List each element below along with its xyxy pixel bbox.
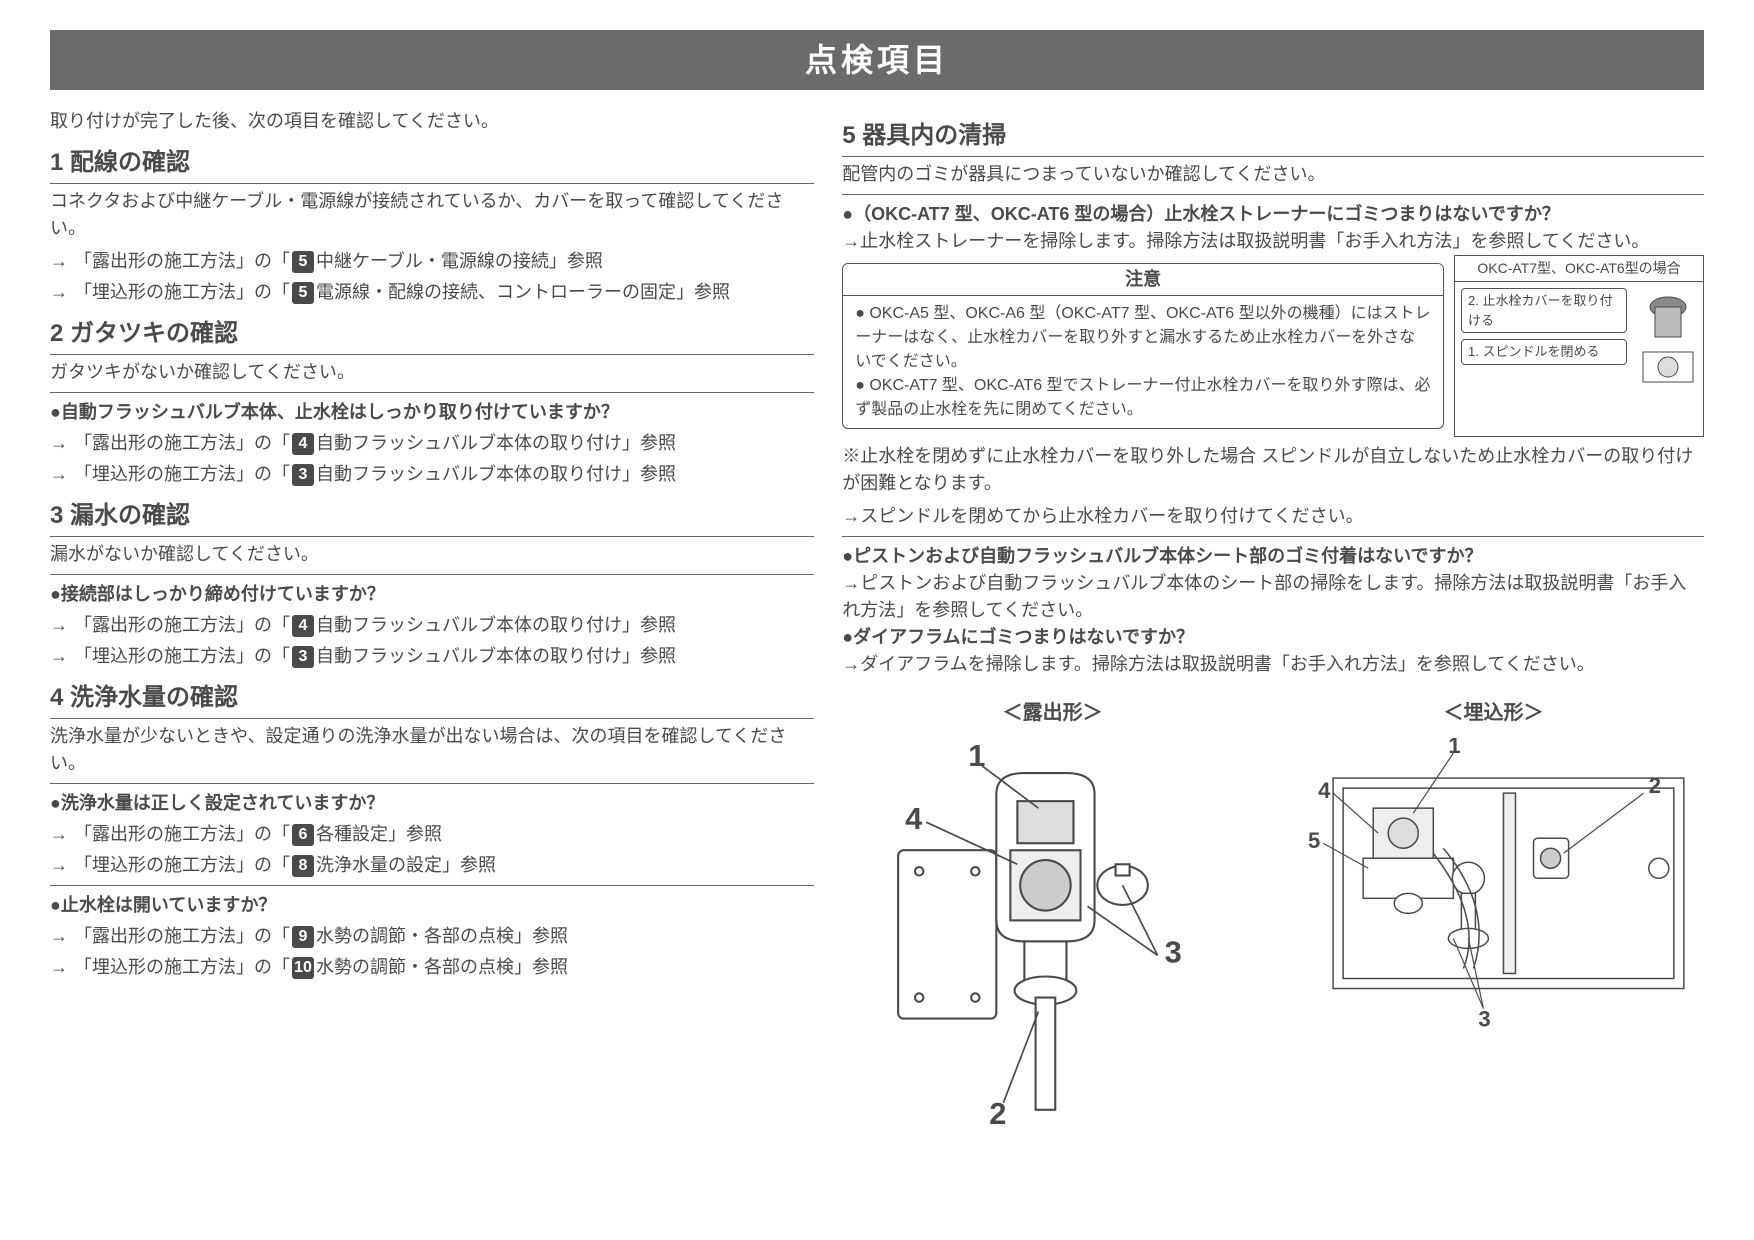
section-4-subtitle: 洗浄水量が少ないときや、設定通りの洗浄水量が出ない場合は、次の項目を確認してくだ… bbox=[50, 723, 814, 777]
diagram-label: 3 bbox=[1479, 1007, 1491, 1029]
section-4-question-1: ●洗浄水量は正しく設定されていますか？ bbox=[50, 790, 814, 817]
diagram-label: 5 bbox=[1308, 828, 1320, 853]
section-1-subtitle: コネクタおよび中継ケーブル・電源線が接続されているか、カバーを取って確認してくだ… bbox=[50, 188, 814, 242]
ref-text: 「露出形の施工方法」の「4自動フラッシュバルブ本体の取り付け」参照 bbox=[74, 430, 814, 457]
caution-box: 注意 ● OKC-A5 型、OKC-A6 型（OKC-AT7 型、OKC-AT6… bbox=[842, 263, 1444, 429]
ref-item: → 「埋込形の施工方法」の「10水勢の調節・各部の点検」参照 bbox=[50, 954, 814, 981]
ref-item: → 「埋込形の施工方法」の「3自動フラッシュバルブ本体の取り付け」参照 bbox=[50, 643, 814, 670]
divider bbox=[842, 194, 1704, 195]
arrow-icon: → bbox=[50, 430, 68, 457]
section-2-subtitle: ガタツキがないか確認してください。 bbox=[50, 359, 814, 386]
diagram-recessed-title: ＜埋込形＞ bbox=[1283, 698, 1704, 728]
caution-item: ● OKC-A5 型、OKC-A6 型（OKC-AT7 型、OKC-AT6 型以… bbox=[855, 302, 1431, 374]
divider bbox=[50, 783, 814, 784]
section-3-heading: 3 漏水の確認 bbox=[50, 498, 814, 537]
section-5-heading: 5 器具内の清掃 bbox=[842, 118, 1704, 157]
ref-text: 「埋込形の施工方法」の「8洗浄水量の設定」参照 bbox=[74, 852, 814, 879]
section-3-subtitle: 漏水がないか確認してください。 bbox=[50, 541, 814, 568]
ref-item: → 「露出形の施工方法」の「6各種設定」参照 bbox=[50, 821, 814, 848]
diagram-recessed: ＜埋込形＞ bbox=[1283, 698, 1704, 1153]
diagram-label: 1 bbox=[968, 738, 985, 773]
page-title: 点検項目 bbox=[50, 30, 1704, 90]
diagram-exposed-svg: 1 4 3 2 bbox=[842, 738, 1263, 1145]
section-4-question-2: ●止水栓は開いていますか？ bbox=[50, 892, 814, 919]
section-1-heading: 1 配線の確認 bbox=[50, 145, 814, 184]
ref-text: 「露出形の施工方法」の「9水勢の調節・各部の点検」参照 bbox=[74, 923, 814, 950]
section-4-heading: 4 洗浄水量の確認 bbox=[50, 680, 814, 719]
section-5-question-3: ●ダイアフラムにゴミつまりはないですか？ bbox=[842, 624, 1704, 651]
ref-text: 「埋込形の施工方法」の「3自動フラッシュバルブ本体の取り付け」参照 bbox=[74, 643, 814, 670]
ref-text: 「露出形の施工方法」の「4自動フラッシュバルブ本体の取り付け」参照 bbox=[74, 612, 814, 639]
diagram-label: 2 bbox=[990, 1096, 1007, 1131]
intro-text: 取り付けが完了した後、次の項目を確認してください。 bbox=[50, 108, 814, 135]
arrow-icon: → bbox=[50, 821, 68, 848]
diagram-row: ＜露出形＞ bbox=[842, 698, 1704, 1153]
section-5-subtitle: 配管内のゴミが器具につまっていないか確認してください。 bbox=[842, 161, 1704, 188]
divider bbox=[50, 885, 814, 886]
caution-heading: 注意 bbox=[843, 264, 1443, 296]
right-column: 5 器具内の清掃 配管内のゴミが器具につまっていないか確認してください。 ●（O… bbox=[842, 108, 1704, 1153]
ref-item: → 「露出形の施工方法」の「4自動フラッシュバルブ本体の取り付け」参照 bbox=[50, 430, 814, 457]
section-5-note-1: ※止水栓を閉めずに止水栓カバーを取り外した場合 スピンドルが自立しないため止水栓… bbox=[842, 443, 1704, 497]
ref-text: 「埋込形の施工方法」の「5電源線・配線の接続、コントローラーの固定」参照 bbox=[74, 279, 814, 306]
section-5-answer-1: →止水栓ストレーナーを掃除します。掃除方法は取扱説明書「お手入れ方法」を参照して… bbox=[842, 228, 1704, 255]
divider bbox=[50, 392, 814, 393]
arrow-icon: → bbox=[50, 923, 68, 950]
diagram-exposed: ＜露出形＞ bbox=[842, 698, 1263, 1153]
section-5-answer-2: →ピストンおよび自動フラッシュバルブ本体のシート部の掃除をします。掃除方法は取扱… bbox=[842, 570, 1704, 624]
arrow-icon: → bbox=[50, 612, 68, 639]
ref-item: → 「埋込形の施工方法」の「5電源線・配線の接続、コントローラーの固定」参照 bbox=[50, 279, 814, 306]
arrow-icon: → bbox=[50, 643, 68, 670]
ref-text: 「露出形の施工方法」の「6各種設定」参照 bbox=[74, 821, 814, 848]
ref-text: 「露出形の施工方法」の「5中継ケーブル・電源線の接続」参照 bbox=[74, 248, 814, 275]
diagram-recessed-svg: 1 2 4 5 3 bbox=[1283, 738, 1704, 1029]
ref-item: → 「埋込形の施工方法」の「3自動フラッシュバルブ本体の取り付け」参照 bbox=[50, 461, 814, 488]
side-diagram-header: OKC-AT7型、OKC-AT6型の場合 bbox=[1455, 256, 1703, 282]
arrow-icon: → bbox=[50, 248, 68, 275]
content-columns: 取り付けが完了した後、次の項目を確認してください。 1 配線の確認 コネクタおよ… bbox=[50, 108, 1704, 1153]
section-2-question: ●自動フラッシュバルブ本体、止水栓はしっかり取り付けていますか？ bbox=[50, 399, 814, 426]
section-2-heading: 2 ガタツキの確認 bbox=[50, 316, 814, 355]
left-column: 取り付けが完了した後、次の項目を確認してください。 1 配線の確認 コネクタおよ… bbox=[50, 108, 814, 1153]
ref-item: → 「露出形の施工方法」の「5中継ケーブル・電源線の接続」参照 bbox=[50, 248, 814, 275]
diagram-label: 4 bbox=[1318, 778, 1331, 803]
divider bbox=[50, 574, 814, 575]
ref-text: 「埋込形の施工方法」の「10水勢の調節・各部の点検」参照 bbox=[74, 954, 814, 981]
caution-row: 注意 ● OKC-A5 型、OKC-A6 型（OKC-AT7 型、OKC-AT6… bbox=[842, 255, 1704, 437]
side-diagram: OKC-AT7型、OKC-AT6型の場合 2. 止水栓カバーを取り付ける 1. … bbox=[1454, 255, 1704, 437]
diagram-label: 4 bbox=[905, 801, 922, 836]
side-step-1: 1. スピンドルを閉める bbox=[1461, 339, 1627, 365]
caution-body: ● OKC-A5 型、OKC-A6 型（OKC-AT7 型、OKC-AT6 型以… bbox=[843, 296, 1443, 428]
diagram-label: 1 bbox=[1448, 738, 1460, 758]
arrow-icon: → bbox=[50, 461, 68, 488]
diagram-exposed-title: ＜露出形＞ bbox=[842, 698, 1263, 728]
arrow-icon: → bbox=[50, 954, 68, 981]
ref-item: → 「露出形の施工方法」の「9水勢の調節・各部の点検」参照 bbox=[50, 923, 814, 950]
section-5-question-2: ●ピストンおよび自動フラッシュバルブ本体シート部のゴミ付着はないですか？ bbox=[842, 543, 1704, 570]
caution-item: ● OKC-AT7 型、OKC-AT6 型でストレーナー付止水栓カバーを取り外す… bbox=[855, 374, 1431, 422]
section-5-note-2: →スピンドルを閉めてから止水栓カバーを取り付けてください。 bbox=[842, 503, 1704, 530]
ref-item: → 「露出形の施工方法」の「4自動フラッシュバルブ本体の取り付け」参照 bbox=[50, 612, 814, 639]
ref-item: → 「埋込形の施工方法」の「8洗浄水量の設定」参照 bbox=[50, 852, 814, 879]
ref-text: 「埋込形の施工方法」の「3自動フラッシュバルブ本体の取り付け」参照 bbox=[74, 461, 814, 488]
section-5-question-1: ●（OKC-AT7 型、OKC-AT6 型の場合）止水栓ストレーナーにゴミつまり… bbox=[842, 201, 1704, 228]
section-5-answer-3: →ダイアフラムを掃除します。掃除方法は取扱説明書「お手入れ方法」を参照してくださ… bbox=[842, 651, 1704, 678]
diagram-label: 2 bbox=[1649, 773, 1661, 798]
arrow-icon: → bbox=[50, 279, 68, 306]
side-step-2: 2. 止水栓カバーを取り付ける bbox=[1461, 288, 1627, 333]
diagram-label: 3 bbox=[1165, 934, 1182, 969]
section-3-question: ●接続部はしっかり締め付けていますか？ bbox=[50, 581, 814, 608]
divider bbox=[842, 536, 1704, 537]
arrow-icon: → bbox=[50, 852, 68, 879]
side-diagram-image bbox=[1633, 282, 1703, 402]
